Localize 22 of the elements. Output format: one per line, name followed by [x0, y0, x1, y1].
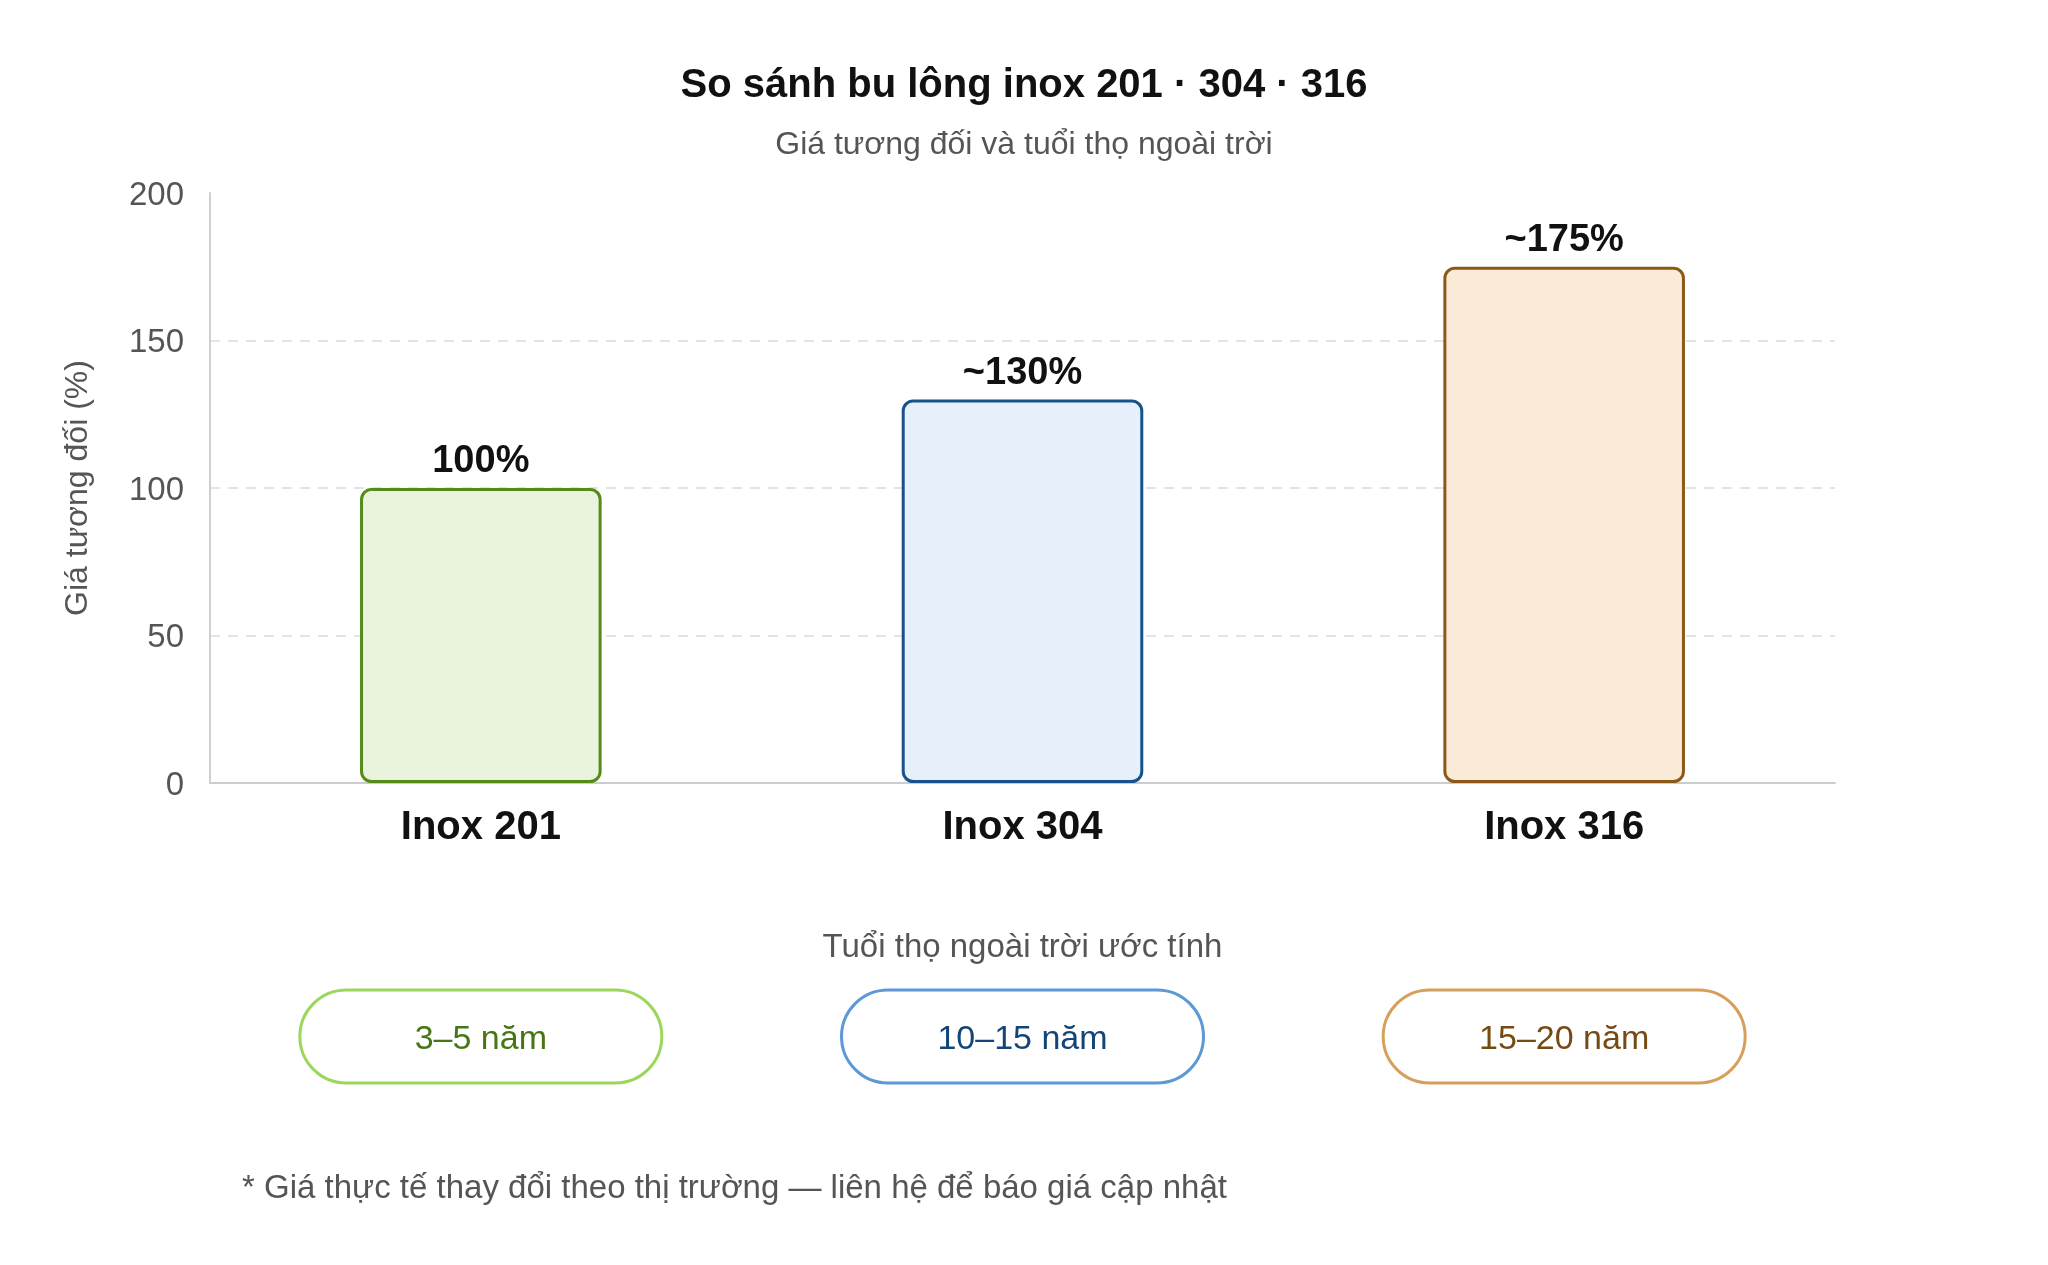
bar [1443, 266, 1685, 783]
y-tick-label: 200 [128, 174, 184, 212]
y-tick-label: 100 [128, 469, 184, 507]
text: 3–5 năm [414, 1017, 547, 1056]
text: 10–15 năm [937, 1017, 1108, 1056]
data-label: ~130% [962, 349, 1083, 392]
y-tick-label: 50 [147, 617, 184, 654]
bar [360, 488, 602, 783]
text: 15–20 năm [1479, 1017, 1650, 1056]
text: Tuổi thọ ngoài trời ước tính [822, 926, 1223, 964]
text: * Giá thực tế thay đổi theo thị trường — liên hệ để báo giá cập nhật [242, 1167, 1227, 1205]
data-label: ~175% [1504, 216, 1624, 259]
y-axis-title: Giá tương đối (%) [58, 360, 94, 616]
x-tick-label: Inox 304 [942, 803, 1104, 847]
data-label: 100% [432, 438, 530, 480]
x-tick-label: Inox 201 [400, 803, 561, 847]
bar [901, 399, 1144, 783]
chart-subtitle: Giá tương đối và tuổi thọ ngoài trời [775, 125, 1273, 161]
chart-title: So sánh bu lông inox 201 · 304 · 316 [680, 61, 1368, 105]
y-tick-label: 150 [128, 322, 184, 359]
y-tick-label: 0 [165, 764, 184, 802]
x-tick-label: Inox 316 [1484, 803, 1645, 847]
